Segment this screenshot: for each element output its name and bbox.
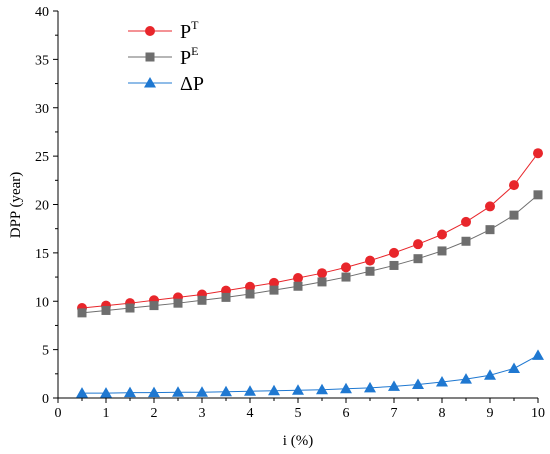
x-tick-label: 9 <box>487 406 494 421</box>
ticks: 0 1 2 3 4 5 6 7 8 9 10 0 5 10 15 20 25 30 35 40 <box>35 5 545 421</box>
data-point <box>197 295 207 305</box>
series-2 <box>76 349 544 398</box>
y-tick-label: 15 <box>35 247 49 262</box>
x-tick-label: 0 <box>55 406 62 421</box>
data-point <box>388 380 400 391</box>
data-point <box>317 268 327 279</box>
data-point <box>221 292 231 302</box>
legend-item-0: PT <box>128 18 199 43</box>
data-point <box>293 273 303 284</box>
legend-item-2: ΔP <box>128 73 204 95</box>
x-axis-title: i (%) <box>283 433 313 449</box>
data-point <box>100 387 112 398</box>
data-point <box>484 369 496 380</box>
series-layer <box>76 148 544 398</box>
y-tick-label: 25 <box>35 150 49 165</box>
x-tick-label: 8 <box>439 406 446 421</box>
data-point <box>292 384 304 395</box>
data-point <box>293 281 303 291</box>
data-point <box>125 303 135 313</box>
legend-marker <box>145 52 155 62</box>
data-point <box>124 386 136 398</box>
data-point <box>389 260 399 270</box>
data-point <box>532 349 544 360</box>
data-point <box>485 225 495 235</box>
series-line <box>81 194 539 314</box>
data-point <box>317 277 327 287</box>
legend-label: PE <box>180 44 198 69</box>
data-point <box>461 216 471 227</box>
data-point <box>413 254 423 264</box>
x-tick-label: 10 <box>531 406 545 421</box>
axes <box>57 11 538 399</box>
data-point <box>245 289 255 299</box>
data-point <box>101 305 111 315</box>
data-point <box>316 383 328 395</box>
data-point <box>509 180 519 191</box>
y-tick-label: 5 <box>42 344 49 359</box>
series-1 <box>77 190 543 318</box>
data-point <box>461 236 471 246</box>
data-point <box>485 201 495 212</box>
data-point <box>436 376 448 387</box>
data-point <box>460 373 472 384</box>
data-point <box>149 301 159 311</box>
y-tick-label: 10 <box>35 295 49 310</box>
data-point <box>412 378 424 389</box>
data-point <box>508 362 520 373</box>
x-tick-label: 1 <box>103 406 110 421</box>
y-tick-label: 0 <box>42 392 49 407</box>
data-point <box>268 384 280 396</box>
data-point <box>437 246 447 256</box>
y-tick-label: 35 <box>35 53 49 68</box>
x-tick-label: 6 <box>343 406 350 421</box>
data-point <box>269 277 279 288</box>
series-line <box>81 152 539 309</box>
y-axis-title: DPP (year) <box>8 172 24 239</box>
data-point <box>365 255 375 266</box>
data-point <box>244 385 256 396</box>
data-point <box>533 190 543 200</box>
legend-marker <box>144 77 156 88</box>
series-0 <box>77 148 543 314</box>
data-point <box>389 247 399 258</box>
x-tick-label: 4 <box>247 406 254 421</box>
legend-marker <box>145 26 155 36</box>
series-line <box>82 354 539 394</box>
x-tick-label: 2 <box>151 406 158 421</box>
legend-item-1: PE <box>128 44 198 69</box>
data-point <box>341 272 351 282</box>
data-point <box>245 281 255 292</box>
data-point <box>172 386 184 397</box>
data-point <box>364 381 376 393</box>
data-point <box>77 308 87 318</box>
y-tick-label: 20 <box>35 199 49 214</box>
data-point <box>340 382 352 394</box>
x-tick-label: 5 <box>295 406 302 421</box>
legend-label: PT <box>180 18 199 43</box>
data-point <box>148 386 160 398</box>
data-point <box>341 262 351 273</box>
data-point <box>269 285 279 295</box>
data-point <box>413 239 423 250</box>
data-point <box>437 229 447 240</box>
x-tick-label: 7 <box>391 406 398 421</box>
data-point <box>173 298 183 308</box>
y-tick-label: 30 <box>35 102 49 117</box>
data-point <box>196 386 208 397</box>
data-point <box>365 266 375 276</box>
data-point <box>220 385 232 397</box>
data-point <box>509 210 519 220</box>
data-point <box>76 387 88 398</box>
y-tick-label: 40 <box>35 5 49 20</box>
x-tick-label: 3 <box>199 406 206 421</box>
data-point <box>533 148 543 159</box>
legend-label: ΔP <box>180 73 204 95</box>
